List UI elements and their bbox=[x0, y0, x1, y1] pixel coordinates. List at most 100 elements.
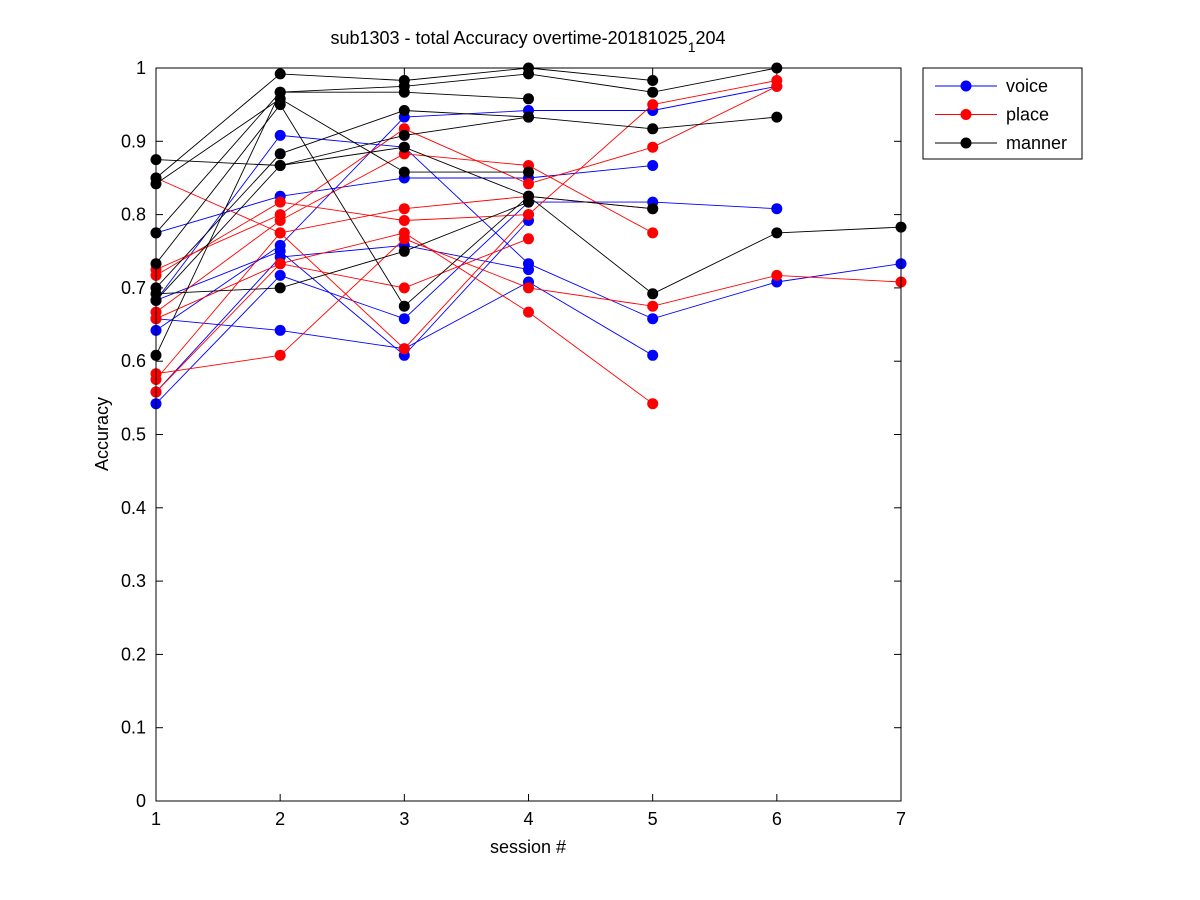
manner-data-point bbox=[647, 86, 659, 98]
y-axis-label: Accuracy bbox=[92, 397, 112, 471]
manner-data-point bbox=[647, 123, 659, 135]
place-data-point bbox=[771, 269, 783, 281]
legend-marker-manner bbox=[960, 137, 972, 149]
y-tick-label: 0.8 bbox=[121, 205, 146, 225]
place-series-line bbox=[155, 85, 777, 271]
x-tick-label: 1 bbox=[151, 809, 161, 829]
place-data-point bbox=[647, 141, 659, 153]
legend-label-place: place bbox=[1006, 105, 1049, 125]
y-tick-label: 0.4 bbox=[121, 498, 146, 518]
voice-data-point bbox=[274, 269, 286, 281]
legend-item-place: place bbox=[935, 105, 1049, 125]
y-tick-label: 1 bbox=[136, 58, 146, 78]
manner-data-point bbox=[647, 288, 659, 300]
legend-item-voice: voice bbox=[935, 76, 1048, 96]
manner-series-line bbox=[155, 67, 777, 234]
voice-data-point bbox=[398, 313, 410, 325]
manner-series-line bbox=[155, 110, 777, 289]
place-data-point bbox=[771, 75, 783, 86]
manner-data-point bbox=[398, 245, 410, 257]
y-tick-label: 0.3 bbox=[121, 571, 146, 591]
x-tick-label: 5 bbox=[648, 809, 658, 829]
manner-data-point bbox=[523, 111, 534, 123]
place-data-point bbox=[398, 227, 410, 239]
manner-data-point bbox=[771, 111, 783, 123]
y-tick-label: 0.9 bbox=[121, 131, 146, 151]
x-tick-label: 4 bbox=[523, 809, 533, 829]
place-data-point bbox=[647, 300, 659, 312]
manner-data-point bbox=[523, 93, 534, 105]
voice-data-point bbox=[647, 349, 659, 361]
place-data-point bbox=[647, 99, 659, 111]
place-data-point bbox=[398, 282, 410, 294]
voice-data-point bbox=[274, 324, 286, 336]
manner-data-point bbox=[398, 141, 410, 153]
voice-series-line bbox=[155, 244, 529, 393]
place-data-point bbox=[523, 233, 534, 245]
manner-data-point bbox=[274, 160, 286, 171]
place-data-point bbox=[398, 343, 410, 355]
place-data-point bbox=[274, 349, 286, 361]
place-data-point bbox=[398, 215, 410, 226]
manner-data-point bbox=[398, 166, 410, 178]
place-data-point bbox=[274, 258, 286, 270]
voice-data-point bbox=[274, 129, 286, 141]
voice-data-point bbox=[647, 313, 659, 325]
y-tick-label: 0.1 bbox=[121, 718, 146, 738]
series-layer bbox=[150, 62, 907, 410]
manner-data-point bbox=[523, 166, 534, 178]
y-tick-label: 0.5 bbox=[121, 425, 146, 445]
manner-data-point bbox=[398, 105, 410, 116]
voice-data-point bbox=[647, 160, 659, 171]
voice-series-line bbox=[155, 201, 777, 405]
chart-title-tail: 204 bbox=[695, 28, 725, 48]
manner-data-point bbox=[398, 86, 410, 98]
place-data-point bbox=[398, 203, 410, 215]
voice-data-point bbox=[523, 264, 534, 276]
legend-marker-voice bbox=[960, 80, 972, 92]
manner-data-point bbox=[647, 75, 659, 86]
place-series-line bbox=[155, 80, 777, 276]
place-series-line bbox=[155, 214, 529, 380]
voice-data-point bbox=[771, 203, 783, 215]
voice-series-line bbox=[155, 220, 529, 356]
x-tick-label: 3 bbox=[399, 809, 409, 829]
y-tick-label: 0.6 bbox=[121, 351, 146, 371]
x-axis: 1 2 3 4 5 6 7 bbox=[151, 68, 906, 829]
place-data-point bbox=[274, 196, 286, 208]
series-manner bbox=[150, 62, 907, 361]
legend-items: voice place manner bbox=[935, 76, 1067, 153]
x-axis-label: session # bbox=[490, 837, 566, 857]
place-data-point bbox=[523, 282, 534, 294]
place-data-point bbox=[523, 178, 534, 190]
place-data-point bbox=[274, 215, 286, 226]
series-place bbox=[150, 75, 907, 410]
y-tick-label: 0.2 bbox=[121, 644, 146, 664]
legend-label-manner: manner bbox=[1006, 133, 1067, 153]
manner-data-point bbox=[274, 282, 286, 294]
chart-title: sub1303 - total Accuracy overtime-201810… bbox=[330, 28, 725, 55]
manner-data-point bbox=[523, 196, 534, 208]
manner-series-line bbox=[155, 116, 529, 301]
legend-marker-place bbox=[960, 109, 972, 120]
manner-data-point bbox=[274, 148, 286, 160]
place-data-point bbox=[523, 306, 534, 318]
place-data-point bbox=[274, 227, 286, 239]
legend-box bbox=[922, 67, 1083, 160]
chart-title-subscript: 1 bbox=[688, 39, 696, 55]
manner-series-line bbox=[155, 201, 529, 295]
x-tick-label: 7 bbox=[896, 809, 906, 829]
y-axis: 0 0.1 0.2 0.3 0.4 0.5 0.6 0.7 0.8 0.9 1 bbox=[121, 58, 901, 811]
place-data-point bbox=[523, 209, 534, 221]
y-tick-label: 0 bbox=[136, 791, 146, 811]
legend: voice place manner bbox=[922, 67, 1083, 160]
legend-label-voice: voice bbox=[1006, 76, 1048, 96]
x-tick-label: 2 bbox=[275, 809, 285, 829]
manner-series-line bbox=[155, 91, 529, 356]
manner-data-point bbox=[274, 99, 286, 111]
manner-data-point bbox=[274, 86, 286, 98]
manner-data-point bbox=[398, 129, 410, 141]
legend-item-manner: manner bbox=[935, 133, 1067, 153]
place-data-point bbox=[647, 227, 659, 239]
x-tick-label: 6 bbox=[772, 809, 782, 829]
